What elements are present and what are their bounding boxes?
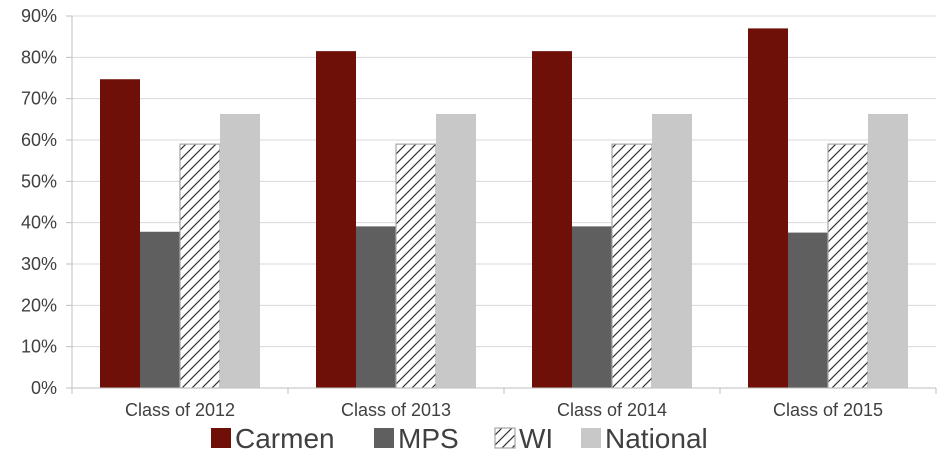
bar-mps-2 (356, 226, 396, 388)
legend-swatch-wi (494, 427, 516, 449)
legend: Carmen MPS WI National (211, 423, 708, 454)
x-tick-label: Class of 2013 (341, 400, 451, 420)
y-tick-label: 20% (21, 295, 57, 315)
x-axis: Class of 2012 Class of 2013 Class of 2014 C… (71, 387, 937, 420)
bar-wi-2 (395, 143, 437, 389)
bar-carmen-3 (532, 51, 572, 389)
legend-label-national: National (605, 423, 708, 454)
y-tick-label: 40% (21, 213, 57, 233)
y-tick-label: 30% (21, 254, 57, 274)
y-axis: 0% 10% 20% 30% 40% 50% 60% 70% 80% 90% (21, 6, 73, 398)
y-tick-label: 60% (21, 130, 57, 150)
y-tick-label: 90% (21, 6, 57, 26)
bar-mps-1 (140, 231, 180, 388)
bar-national-1 (220, 113, 260, 389)
legend-label-mps: MPS (398, 423, 459, 454)
bar-wi-3 (611, 143, 653, 389)
y-tick-label: 80% (21, 47, 57, 67)
bar-national-4 (868, 113, 908, 389)
bar-national-2 (436, 113, 476, 389)
bar-national-3 (652, 113, 692, 389)
legend-swatch-mps (374, 428, 394, 448)
y-tick-label: 0% (31, 378, 57, 398)
y-tick-label: 70% (21, 89, 57, 109)
x-tick-label: Class of 2012 (125, 400, 235, 420)
legend-swatch-carmen (211, 428, 231, 448)
bars (100, 28, 908, 389)
legend-label-wi: WI (519, 423, 553, 454)
bar-carmen-1 (100, 79, 140, 389)
bar-mps-4 (788, 232, 828, 388)
y-tick-label: 10% (21, 337, 57, 357)
legend-label-carmen: Carmen (235, 423, 335, 454)
bar-carmen-4 (748, 28, 788, 389)
x-tick-label: Class of 2014 (557, 400, 667, 420)
bar-wi-1 (179, 143, 221, 389)
y-tick-label: 50% (21, 171, 57, 191)
bar-wi-4 (827, 143, 869, 389)
x-tick-label: Class of 2015 (773, 400, 883, 420)
bar-carmen-2 (316, 51, 356, 389)
bar-mps-3 (572, 226, 612, 388)
legend-swatch-national (581, 428, 601, 448)
